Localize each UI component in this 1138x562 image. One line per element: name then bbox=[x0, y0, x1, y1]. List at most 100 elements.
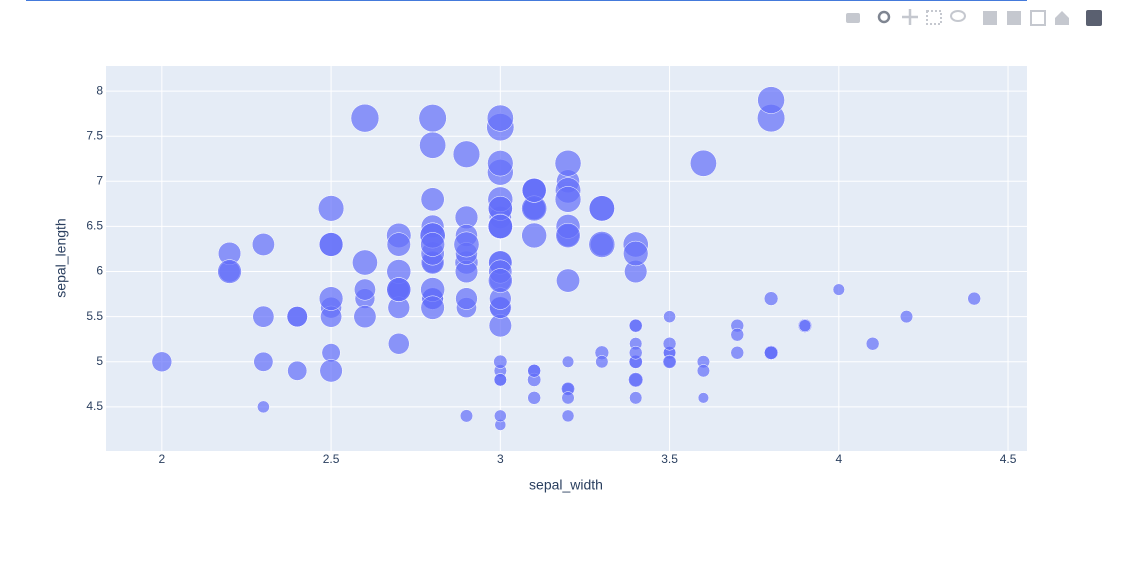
bubble bbox=[690, 149, 717, 177]
bubble bbox=[286, 306, 308, 328]
bubble bbox=[420, 187, 445, 212]
bubble bbox=[730, 345, 745, 360]
plotly-logo[interactable] bbox=[1086, 10, 1102, 26]
bubble bbox=[252, 305, 275, 328]
bubble bbox=[899, 310, 914, 324]
bubble bbox=[629, 391, 643, 405]
bubble bbox=[527, 364, 541, 378]
x-tick-label: 3 bbox=[497, 452, 504, 466]
bubble bbox=[420, 295, 445, 320]
bubble bbox=[319, 359, 343, 383]
lasso-icon[interactable] bbox=[950, 10, 966, 22]
zoom-out-icon[interactable] bbox=[1007, 11, 1021, 25]
bubble bbox=[967, 291, 981, 306]
zoom-icon[interactable] bbox=[877, 10, 891, 24]
bubble bbox=[595, 355, 609, 369]
pan-icon[interactable] bbox=[902, 9, 918, 25]
bubble bbox=[697, 392, 709, 404]
bubble bbox=[865, 336, 880, 351]
bubble bbox=[623, 240, 649, 267]
camera-icon[interactable] bbox=[846, 13, 860, 23]
x-tick-label: 2 bbox=[159, 452, 166, 466]
bubble bbox=[353, 305, 377, 329]
bubble bbox=[554, 186, 582, 213]
bubble bbox=[318, 195, 345, 222]
bubble bbox=[217, 259, 242, 284]
bubble bbox=[321, 343, 341, 363]
bubble bbox=[696, 364, 710, 378]
modebar bbox=[846, 9, 1102, 26]
bubble bbox=[832, 283, 845, 296]
bubble bbox=[487, 214, 513, 239]
bubble bbox=[588, 231, 616, 258]
bubble bbox=[151, 351, 173, 372]
bubble bbox=[493, 373, 507, 387]
bubble bbox=[628, 372, 644, 388]
autoscale-icon[interactable] bbox=[1030, 10, 1046, 26]
x-tick-label: 4 bbox=[835, 452, 842, 466]
bubble bbox=[318, 286, 344, 311]
x-axis-title: sepal_width bbox=[529, 477, 603, 493]
bubble bbox=[588, 195, 615, 222]
bubble bbox=[487, 150, 514, 177]
bubble bbox=[561, 391, 575, 405]
bubble bbox=[493, 354, 508, 369]
reset-icon[interactable] bbox=[1055, 11, 1069, 25]
bubble bbox=[350, 103, 380, 133]
bubble bbox=[488, 268, 513, 293]
y-tick-label: 6.5 bbox=[86, 219, 103, 233]
y-tick-label: 7 bbox=[96, 173, 103, 187]
bubble bbox=[455, 287, 478, 310]
bubble bbox=[494, 409, 507, 423]
bubble bbox=[388, 332, 410, 355]
bubble bbox=[521, 222, 547, 249]
bubble bbox=[764, 345, 779, 360]
bubble bbox=[257, 400, 270, 414]
bubble bbox=[287, 360, 308, 381]
y-tick-label: 5 bbox=[96, 354, 103, 368]
bubble bbox=[663, 310, 676, 323]
bubble bbox=[453, 231, 480, 258]
bubble bbox=[486, 104, 514, 132]
bubble bbox=[418, 104, 447, 133]
bubble bbox=[763, 291, 779, 306]
bubble bbox=[554, 149, 582, 177]
x-tick-label: 2.5 bbox=[323, 452, 340, 466]
y-axis-title: sepal_length bbox=[53, 218, 69, 297]
bubble bbox=[730, 327, 745, 342]
bubble bbox=[459, 409, 474, 423]
zoom-in-icon[interactable] bbox=[983, 11, 997, 25]
bubble bbox=[527, 391, 541, 405]
bubble bbox=[798, 319, 812, 333]
bubble bbox=[386, 277, 412, 302]
bubble bbox=[386, 232, 411, 257]
bubble bbox=[628, 345, 643, 360]
y-tick-label: 5.5 bbox=[86, 309, 103, 323]
bubble bbox=[662, 354, 677, 369]
bubble bbox=[662, 336, 677, 351]
bubble bbox=[452, 140, 481, 168]
markers bbox=[151, 86, 981, 431]
bubble bbox=[556, 268, 580, 293]
x-tick-label: 3.5 bbox=[661, 452, 678, 466]
bubble bbox=[354, 278, 376, 301]
select-icon[interactable] bbox=[926, 10, 942, 25]
x-tick-label: 4.5 bbox=[1000, 452, 1017, 466]
bubble bbox=[561, 409, 575, 423]
y-tick-label: 4.5 bbox=[86, 399, 103, 413]
bubble bbox=[251, 233, 275, 256]
bubble bbox=[419, 131, 447, 159]
bubble bbox=[420, 232, 445, 257]
bubble bbox=[318, 232, 344, 257]
y-tick-label: 6 bbox=[96, 264, 103, 278]
y-tick-label: 8 bbox=[96, 83, 103, 97]
bubble bbox=[628, 318, 643, 333]
bubble bbox=[757, 86, 785, 114]
bubble bbox=[352, 249, 378, 276]
y-tick-label: 7.5 bbox=[86, 128, 103, 142]
bubble bbox=[561, 355, 575, 368]
bubble bbox=[521, 178, 547, 203]
bubble bbox=[253, 351, 274, 372]
